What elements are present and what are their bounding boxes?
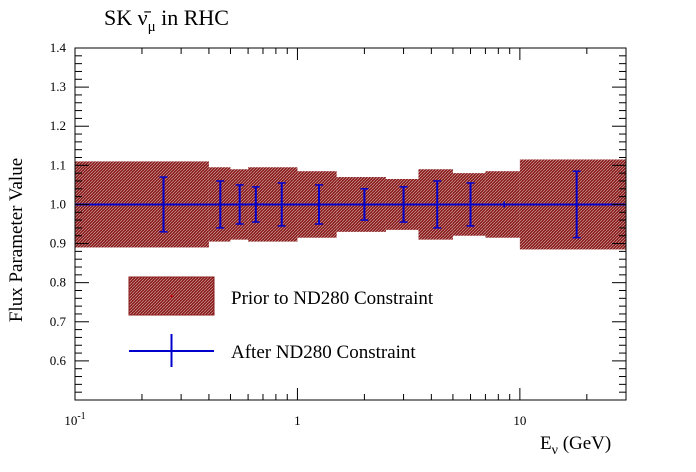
legend-prior-label: Prior to ND280 Constraint [231, 288, 434, 309]
after-point-5 [297, 184, 337, 225]
y-tick-label-4: 1.0 [50, 196, 66, 211]
x-tick-label-0: 10-1 [64, 411, 85, 428]
x-axis-title: Eν (GeV) [540, 433, 611, 458]
after-point-1 [208, 180, 231, 229]
after-point-4 [262, 182, 298, 227]
legend: Prior to ND280 Constraint After ND280 Co… [128, 276, 434, 367]
x-tick-label-1: 1 [294, 413, 301, 428]
after-point-7 [385, 186, 419, 223]
y-tick-label-7: 1.3 [50, 79, 66, 94]
after-point-0 [75, 176, 209, 233]
y-axis-title: Flux Parameter Value [6, 158, 27, 322]
title-rest: in RHC [156, 5, 229, 30]
x-tick-label-2: 10 [513, 413, 526, 428]
plot-frame [74, 47, 627, 401]
title-mu-subscript: μ [148, 19, 156, 35]
after-point-6 [336, 188, 386, 221]
after-point-2 [230, 184, 249, 225]
y-tick-label-2: 0.8 [50, 275, 66, 290]
y-axis-ticks: 0.6 0.7 0.8 0.9 1.0 1.1 1.2 1.3 1.4 [50, 40, 626, 401]
y-tick-label-6: 1.2 [50, 118, 66, 133]
y-tick-label-3: 0.9 [50, 236, 66, 251]
chart-title: SK ν̄μ in RHC [104, 5, 229, 35]
after-point-10 [485, 201, 520, 208]
y-tick-label-0: 0.6 [50, 353, 67, 368]
after-point-11 [519, 170, 626, 239]
y-tick-label-1: 0.7 [50, 314, 67, 329]
y-tick-label-8: 1.4 [50, 40, 67, 55]
x-axis-ticks: 10-1 1 10 [64, 48, 627, 428]
after-point-8 [418, 180, 453, 229]
after-point-9 [452, 182, 486, 227]
after-errorbar-layer [75, 170, 626, 239]
legend-after-label: After ND280 Constraint [231, 342, 416, 363]
legend-prior-marker [170, 294, 173, 298]
after-point-3 [248, 186, 263, 223]
x-tick-exponent: -1 [77, 411, 85, 422]
y-tick-label-5: 1.1 [50, 157, 66, 172]
